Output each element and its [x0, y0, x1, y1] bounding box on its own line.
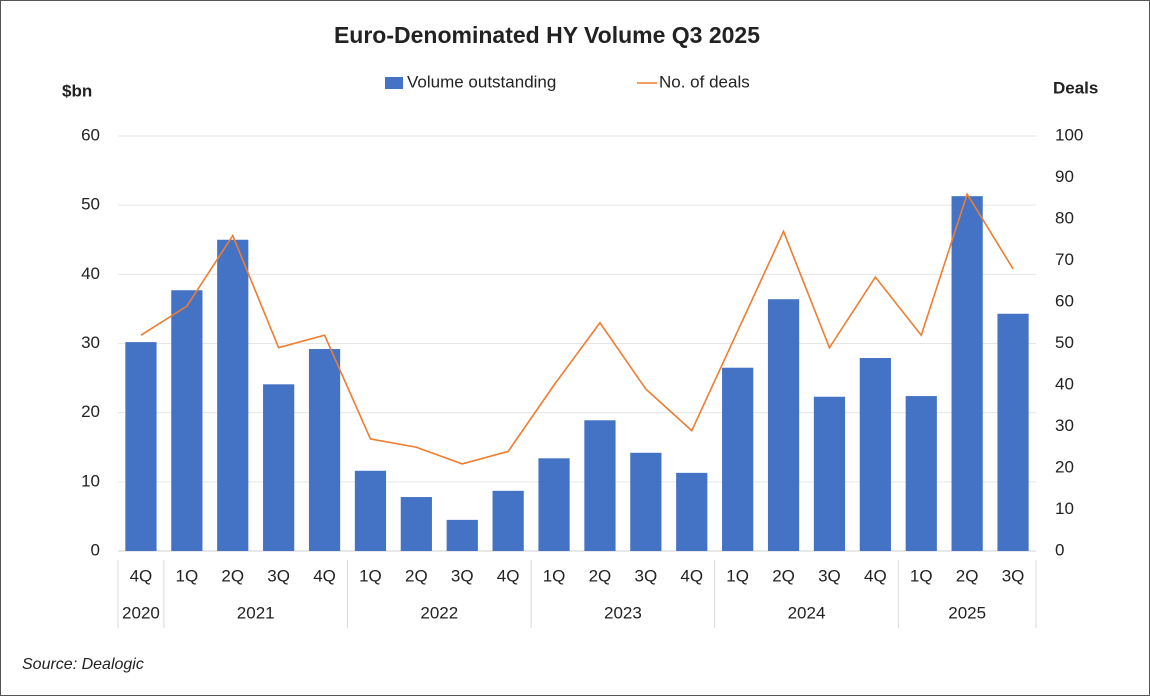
y2-axis-title: Deals — [1053, 78, 1098, 97]
bar — [125, 342, 157, 551]
y-tick-label: 50 — [81, 195, 100, 214]
y-tick-label: 40 — [81, 264, 100, 283]
bar — [951, 196, 983, 552]
bar — [676, 472, 708, 551]
y2-tick-label: 90 — [1055, 167, 1074, 186]
y2-tick-label: 10 — [1055, 499, 1074, 518]
x-tick-label: 1Q — [726, 566, 749, 585]
year-label: 2021 — [237, 603, 275, 622]
x-tick-label: 1Q — [543, 566, 566, 585]
year-label: 2023 — [604, 603, 642, 622]
bar — [492, 490, 524, 551]
bar — [722, 367, 754, 551]
x-tick-label: 2Q — [956, 566, 979, 585]
x-tick-label: 3Q — [267, 566, 290, 585]
bar — [905, 396, 937, 551]
bar — [354, 470, 387, 551]
y2-tick-label: 60 — [1055, 291, 1074, 310]
bar — [538, 458, 570, 551]
y2-tick-label: 40 — [1055, 374, 1074, 393]
y-tick-label: 30 — [81, 333, 100, 352]
x-tick-label: 2Q — [221, 566, 244, 585]
x-tick-label: 3Q — [451, 566, 474, 585]
bar — [997, 313, 1029, 551]
bar — [630, 452, 662, 551]
source: Source: Dealogic — [22, 656, 144, 673]
y-tick-label: 0 — [91, 540, 100, 559]
bar — [263, 384, 295, 551]
x-tick-label: 4Q — [680, 566, 703, 585]
y2-tick-label: 20 — [1055, 457, 1074, 476]
bar — [446, 519, 478, 551]
x-tick-label: 1Q — [910, 566, 933, 585]
x-tick-label: 2Q — [589, 566, 612, 585]
y-tick-label: 20 — [81, 402, 100, 421]
y2-tick-label: 0 — [1055, 540, 1064, 559]
legend-label: Volume outstanding — [407, 72, 556, 91]
bar — [217, 239, 249, 551]
x-tick-label: 3Q — [635, 566, 658, 585]
x-tick-label: 4Q — [497, 566, 520, 585]
bar — [767, 299, 800, 551]
y-tick-label: 60 — [81, 125, 100, 144]
x-tick-label: 2Q — [772, 566, 795, 585]
x-tick-label: 1Q — [176, 566, 199, 585]
bar — [400, 497, 432, 551]
y2-tick-label: 70 — [1055, 250, 1074, 269]
chart-title: Euro-Denominated HY Volume Q3 2025 — [334, 22, 760, 48]
x-tick-label: 4Q — [313, 566, 336, 585]
bar — [813, 396, 846, 551]
bar — [171, 290, 203, 551]
x-tick-label: 2Q — [405, 566, 428, 585]
legend-swatch — [385, 77, 403, 89]
x-tick-label: 3Q — [818, 566, 841, 585]
y2-tick-label: 30 — [1055, 416, 1074, 435]
bar — [308, 349, 341, 551]
year-label: 2024 — [788, 603, 826, 622]
x-tick-label: 4Q — [130, 566, 153, 585]
year-label: 2020 — [122, 603, 160, 622]
y-axis-title: $bn — [62, 81, 92, 100]
bar — [859, 358, 891, 551]
x-tick-label: 1Q — [359, 566, 382, 585]
year-label: 2025 — [948, 603, 986, 622]
y2-tick-label: 100 — [1055, 125, 1083, 144]
bar — [584, 420, 616, 551]
line — [140, 192, 1014, 465]
x-tick-label: 4Q — [864, 566, 887, 585]
year-label: 2022 — [420, 603, 458, 622]
legend-label: No. of deals — [659, 72, 750, 91]
y2-tick-label: 80 — [1055, 208, 1074, 227]
x-tick-label: 3Q — [1002, 566, 1025, 585]
y2-tick-label: 50 — [1055, 333, 1074, 352]
y-tick-label: 10 — [81, 471, 100, 490]
